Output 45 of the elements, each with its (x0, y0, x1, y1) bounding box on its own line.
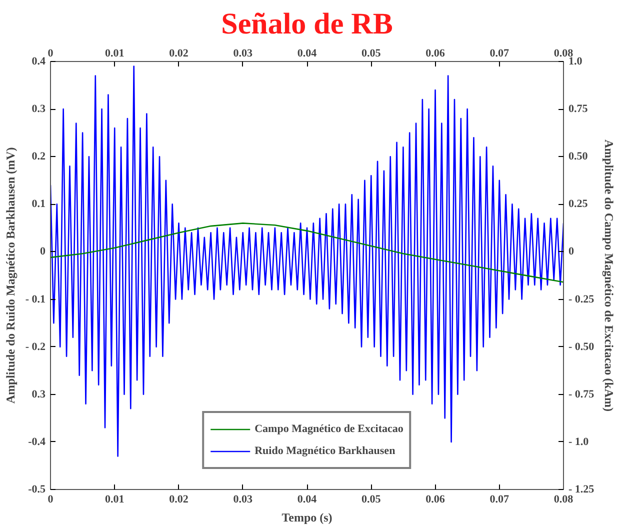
x2-tick-label: 0.05 (362, 494, 382, 506)
x2-tick-label: 0.01 (105, 494, 124, 506)
x2-tick-label: 0.07 (490, 494, 510, 506)
x-tick-label: 0.02 (169, 48, 189, 60)
x2-tick-label: 0.03 (233, 494, 253, 506)
line-series (50, 222, 564, 283)
y2-tick-label: - 0.75 (568, 388, 595, 400)
x2-tick-label: 0.08 (554, 494, 574, 506)
y2-tick-label: - 0.25 (568, 293, 595, 306)
x-tick-label: 0.07 (490, 48, 510, 60)
y2-axis-title: Amplitude do Campo Magnético de Excitacao (kAm) (602, 140, 616, 412)
y-tick-label: 0.4 (32, 56, 46, 68)
legend-label: Ruido Magnético Barkhausen (254, 445, 396, 457)
x2-tick-label: 0.06 (426, 494, 446, 506)
y2-tick-label: 0 (568, 246, 574, 258)
x-tick-label: 0.05 (362, 48, 382, 60)
y2-tick-label: 1.0 (568, 56, 583, 68)
x-tick-label: 0.01 (105, 48, 124, 60)
y-tick-label: -0.4 (28, 436, 46, 448)
y2-tick-label: 0.75 (568, 103, 588, 116)
x2-tick-label: 0 (48, 494, 54, 506)
x-tick-label: 0.03 (233, 48, 253, 60)
x2-tick-label: 0.02 (169, 494, 189, 506)
legend-label: Campo Magnético de Excitacao (254, 423, 404, 435)
chart-title: Señalo de RB (221, 8, 393, 40)
x-tick-label: 0.04 (297, 48, 318, 60)
y-tick-label: -0.5 (28, 484, 46, 496)
x-tick-label: 0 (48, 48, 54, 60)
y2-tick-label: 0.25 (568, 198, 588, 210)
y-tick-label: 0.2 (32, 150, 46, 163)
line-series (50, 66, 564, 457)
y-tick-label: 0.3 (32, 103, 46, 116)
y-axis-title: Amplitude do Ruido Magnético Barkhausen (mV) (3, 147, 18, 404)
y2-tick-label: - 1.25 (568, 484, 595, 496)
y2-tick-label: 0.50 (568, 150, 588, 163)
y-tick-label: - 0.2 (25, 340, 46, 353)
x-axis-title: Tempo (s) (282, 510, 332, 524)
y2-tick-label: - 0.50 (568, 340, 595, 353)
y-tick-label: 0 (40, 246, 46, 258)
y-tick-label: 0.3 (32, 388, 46, 400)
y-tick-label: - 0.1 (25, 293, 46, 306)
x2-tick-label: 0.04 (297, 494, 318, 506)
x-tick-label: 0.06 (426, 48, 446, 60)
y-tick-label: 0.1 (32, 198, 46, 210)
y2-tick-label: - 1.0 (568, 436, 590, 448)
